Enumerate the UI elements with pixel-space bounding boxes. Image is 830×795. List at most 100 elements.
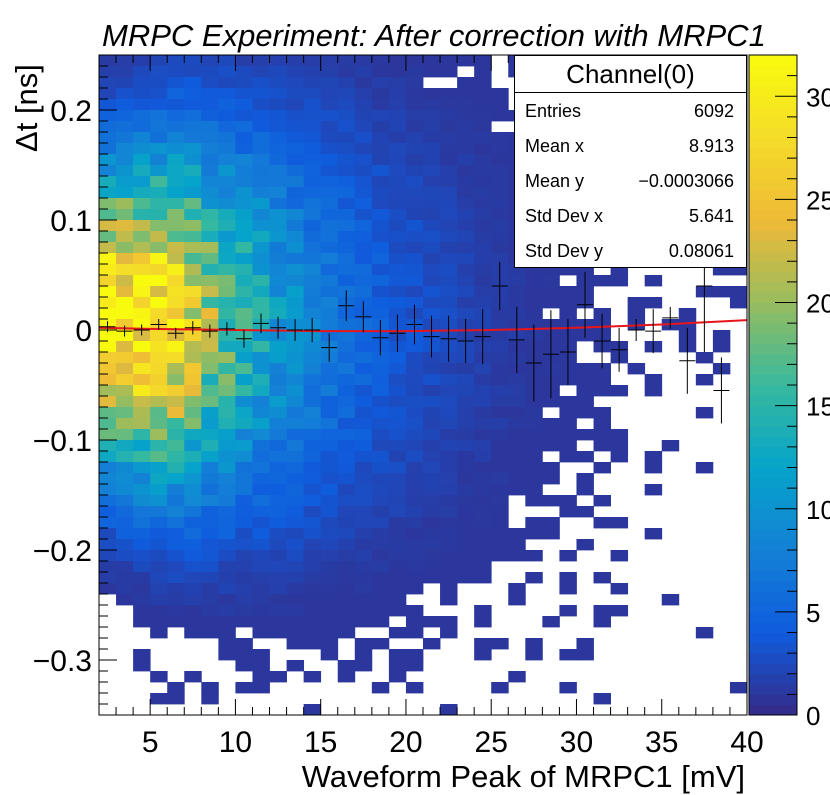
heatmap-cell <box>474 407 491 418</box>
heatmap-cell <box>321 143 338 154</box>
heatmap-cell <box>184 77 201 88</box>
heatmap-cell <box>201 352 218 363</box>
heatmap-cell <box>201 594 218 605</box>
heatmap-cell <box>559 396 576 407</box>
heatmap-cell <box>321 462 338 473</box>
stats-value: 5.641 <box>689 201 734 231</box>
heatmap-cell <box>474 605 491 616</box>
heatmap-cell <box>270 198 287 209</box>
heatmap-cell <box>457 407 474 418</box>
heatmap-cell <box>611 275 628 286</box>
heatmap-cell <box>474 451 491 462</box>
heatmap-cell <box>201 517 218 528</box>
heatmap-cell <box>150 429 167 440</box>
heatmap-cell <box>474 99 491 110</box>
heatmap-cell <box>150 396 167 407</box>
heatmap-cell <box>457 231 474 242</box>
heatmap-cell <box>355 121 372 132</box>
heatmap-cell <box>594 572 611 583</box>
heatmap-cell <box>508 297 525 308</box>
heatmap-cell <box>594 385 611 396</box>
heatmap-cell <box>304 627 321 638</box>
heatmap-cell <box>508 528 525 539</box>
heatmap-cell <box>150 55 167 66</box>
heatmap-cell <box>594 418 611 429</box>
heatmap-cell <box>474 462 491 473</box>
heatmap-cell <box>235 616 252 627</box>
heatmap-cell <box>457 484 474 495</box>
heatmap-cell <box>201 110 218 121</box>
heatmap-cell <box>321 55 338 66</box>
heatmap-cell <box>423 187 440 198</box>
heatmap-cell <box>287 253 304 264</box>
heatmap-cell <box>406 462 423 473</box>
heatmap-cell <box>594 605 611 616</box>
colorbar-swatch <box>749 581 797 592</box>
heatmap-cell <box>355 154 372 165</box>
heatmap-cell <box>133 363 150 374</box>
heatmap-cell <box>150 385 167 396</box>
heatmap-cell <box>338 165 355 176</box>
heatmap-cell <box>304 550 321 561</box>
heatmap-cell <box>270 528 287 539</box>
heatmap-cell <box>287 429 304 440</box>
heatmap-cell <box>321 440 338 451</box>
heatmap-cell <box>116 363 133 374</box>
heatmap-cell <box>133 154 150 165</box>
heatmap-cell <box>252 253 269 264</box>
heatmap-cell <box>133 110 150 121</box>
heatmap-cell <box>99 352 116 363</box>
heatmap-cell <box>389 605 406 616</box>
heatmap-cell <box>252 121 269 132</box>
heatmap-cell <box>730 286 747 297</box>
heatmap-cell <box>576 473 593 484</box>
heatmap-cell <box>508 440 525 451</box>
heatmap-cell <box>508 451 525 462</box>
stats-label: Mean y <box>525 166 584 196</box>
heatmap-cell <box>133 297 150 308</box>
x-tick-label: 15 <box>304 726 337 759</box>
stats-row-std-y: Std Dev y 0.08061 <box>525 236 734 266</box>
heatmap-cell <box>287 286 304 297</box>
heatmap-cell <box>389 649 406 660</box>
heatmap-cell <box>389 429 406 440</box>
heatmap-cell <box>355 264 372 275</box>
heatmap-cell <box>389 165 406 176</box>
heatmap-cell <box>99 154 116 165</box>
heatmap-cell <box>201 253 218 264</box>
heatmap-cell <box>338 198 355 209</box>
heatmap-cell <box>201 121 218 132</box>
heatmap-cell <box>184 627 201 638</box>
heatmap-cell <box>440 704 457 715</box>
heatmap-cell <box>252 539 269 550</box>
heatmap-cell <box>235 132 252 143</box>
heatmap-cell <box>559 550 576 561</box>
heatmap-cell <box>491 418 508 429</box>
heatmap-cell <box>440 429 457 440</box>
heatmap-cell <box>423 473 440 484</box>
heatmap-cell <box>116 121 133 132</box>
heatmap-cell <box>355 506 372 517</box>
heatmap-cell <box>559 418 576 429</box>
heatmap-cell <box>491 242 508 253</box>
heatmap-cell <box>440 253 457 264</box>
heatmap-cell <box>389 198 406 209</box>
heatmap-cell <box>338 495 355 506</box>
heatmap-cell <box>150 264 167 275</box>
heatmap-cell <box>218 220 235 231</box>
heatmap-cell <box>133 77 150 88</box>
heatmap-cell <box>133 660 150 671</box>
heatmap-cell <box>304 583 321 594</box>
y-tick-label: −0.1 <box>33 425 92 458</box>
heatmap-cell <box>235 561 252 572</box>
heatmap-cell <box>594 275 611 286</box>
heatmap-cell <box>542 429 559 440</box>
heatmap-cell <box>389 517 406 528</box>
heatmap-cell <box>406 264 423 275</box>
heatmap-cell <box>167 308 184 319</box>
heatmap-cell <box>406 649 423 660</box>
heatmap-cell <box>116 374 133 385</box>
heatmap-cell <box>218 99 235 110</box>
heatmap-cell <box>372 462 389 473</box>
heatmap-cell <box>406 440 423 451</box>
